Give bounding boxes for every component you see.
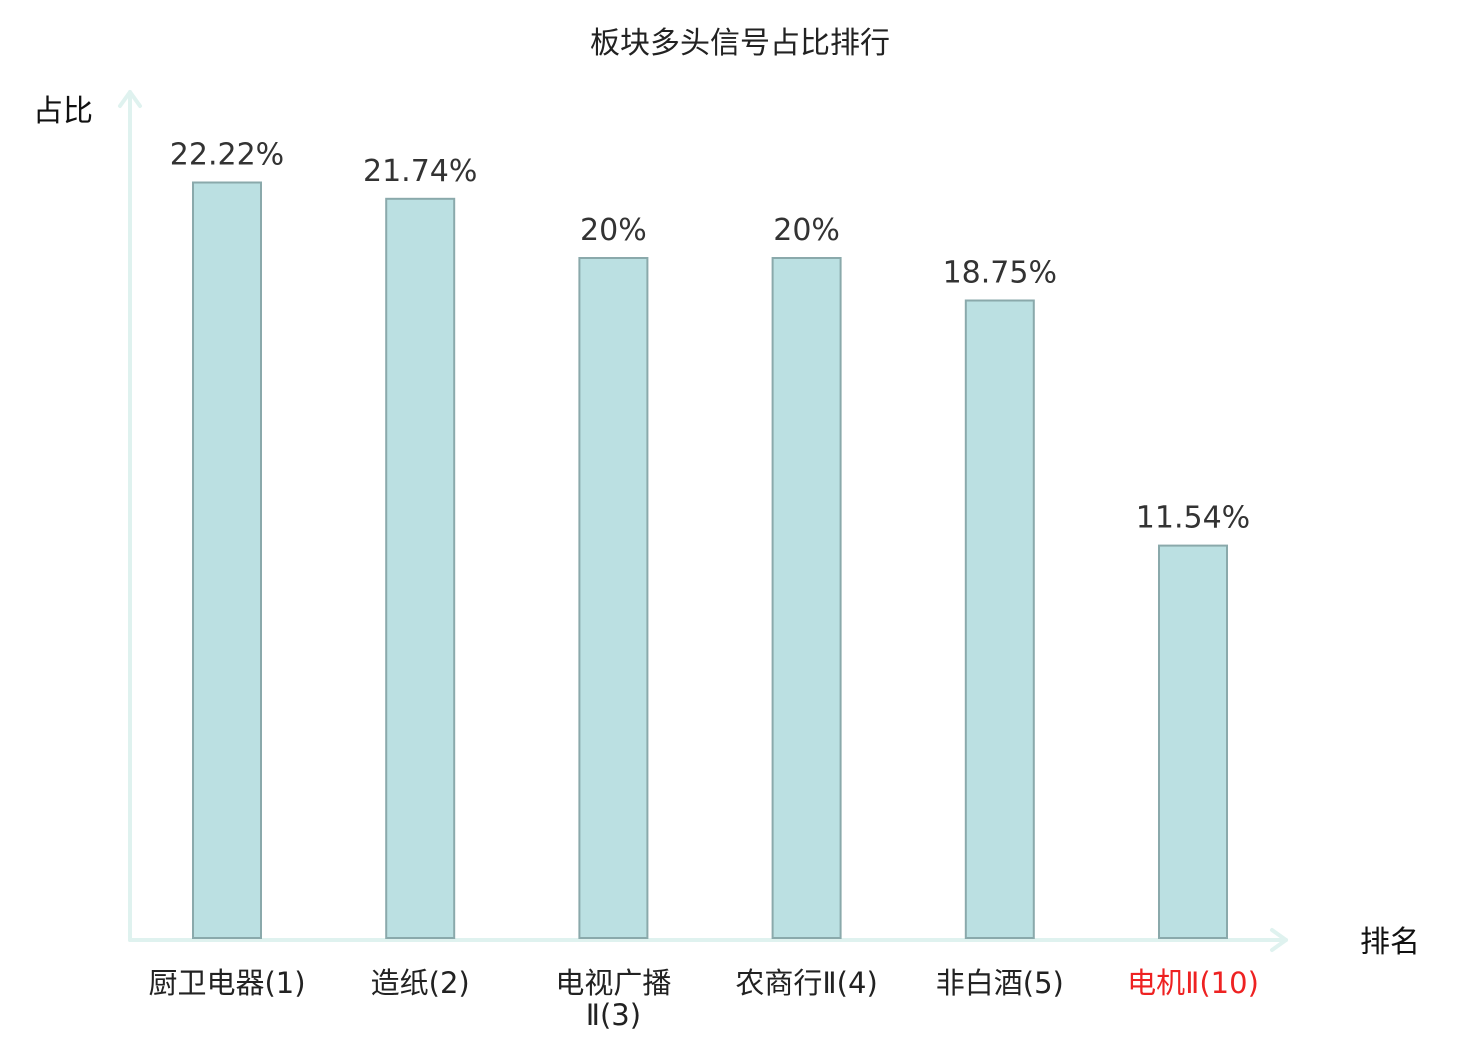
category-label-4-line-1: 农商行Ⅱ(4) xyxy=(735,966,877,1000)
y-axis-arrow-icon xyxy=(118,90,142,108)
bar-2 xyxy=(385,197,456,940)
category-label-4: 农商行Ⅱ(4) xyxy=(735,966,877,1000)
value-label-5: 18.75% xyxy=(943,256,1057,291)
value-label-6: 11.54% xyxy=(1136,501,1250,536)
y-axis-label: 占比 xyxy=(33,94,93,129)
category-label-6: 电机Ⅱ(10) xyxy=(1127,966,1259,1000)
category-label-1: 厨卫电器(1) xyxy=(148,966,305,1000)
axes xyxy=(118,90,1288,952)
value-label-3: 20% xyxy=(580,213,647,248)
bar-5 xyxy=(964,299,1035,939)
category-label-3-line-1: 电视广播 xyxy=(555,966,671,1000)
x-axis-arrow-icon xyxy=(1270,928,1288,952)
category-labels-group: 厨卫电器(1) 造纸(2) 电视广播 Ⅱ(3) 农商行Ⅱ(4) 非白酒(5) 电机Ⅱ(10) xyxy=(148,966,1258,1032)
value-label-1: 22.22% xyxy=(170,138,284,173)
bar-3 xyxy=(578,257,649,939)
bars-group xyxy=(192,181,1228,940)
bar-1 xyxy=(192,181,262,939)
category-label-6-line-1: 电机Ⅱ(10) xyxy=(1127,966,1259,1000)
value-labels-group: 22.22% 21.74% 20% 20% 18.75% 11.54% xyxy=(170,138,1250,536)
value-label-2: 21.74% xyxy=(363,154,477,189)
category-label-5: 非白酒(5) xyxy=(936,966,1064,1000)
category-label-2: 造纸(2) xyxy=(371,966,470,1000)
value-label-4: 20% xyxy=(773,213,840,248)
category-label-2-line-1: 造纸(2) xyxy=(371,966,470,1000)
category-label-3-line-2: Ⅱ(3) xyxy=(586,998,641,1032)
x-axis-label: 排名 xyxy=(1360,925,1420,960)
chart-title: 板块多头信号占比排行 xyxy=(590,26,890,61)
bar-6 xyxy=(1158,544,1228,939)
category-label-1-line-1: 厨卫电器(1) xyxy=(148,966,305,1000)
bar-4 xyxy=(771,257,842,939)
category-label-3: 电视广播 Ⅱ(3) xyxy=(555,966,671,1032)
category-label-5-line-1: 非白酒(5) xyxy=(936,966,1064,1000)
